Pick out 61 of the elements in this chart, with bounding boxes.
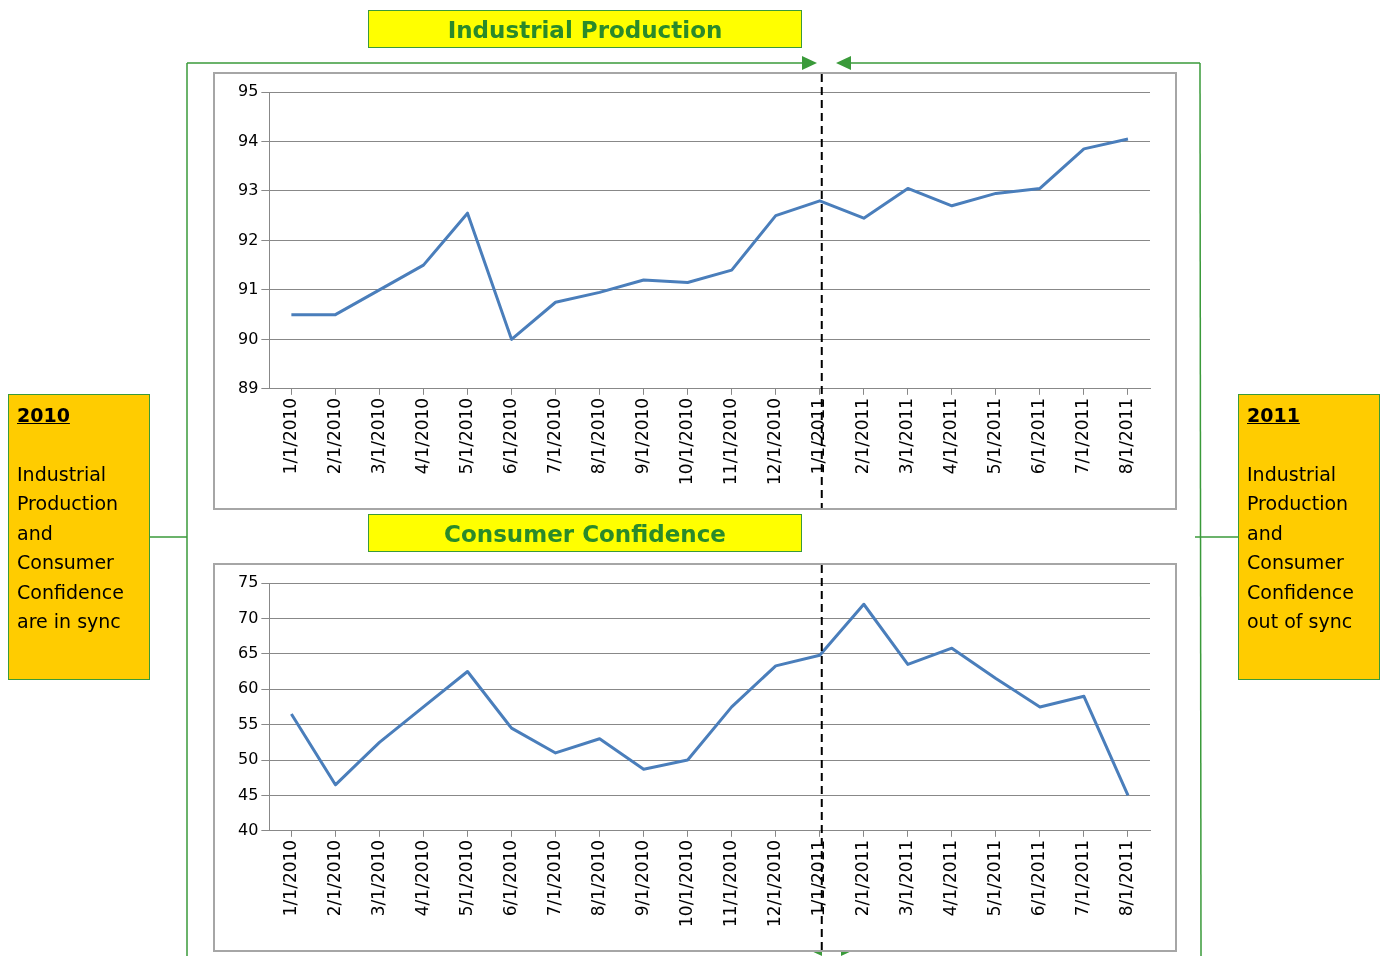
x-tick-label: 1/1/2010 xyxy=(279,839,300,917)
x-tick-label: 1/1/2010 xyxy=(279,397,300,475)
x-tick-label: 10/1/2010 xyxy=(676,839,697,928)
x-tick-label: 12/1/2010 xyxy=(764,397,785,486)
y-tick-label: 95 xyxy=(238,81,259,101)
x-tick-label: 9/1/2010 xyxy=(632,397,653,475)
text: 2011 xyxy=(1247,403,1301,428)
x-tick-label: 8/1/2010 xyxy=(588,839,609,917)
x-tick-label: 5/1/2010 xyxy=(455,839,476,917)
x-tick-label: 9/1/2010 xyxy=(632,839,653,917)
x-tick-label: 11/1/2010 xyxy=(720,839,741,928)
x-tick-label: 4/1/2011 xyxy=(940,839,961,917)
x-tick-label: 1/1/2011 xyxy=(808,397,829,475)
x-tick-label: 8/1/2011 xyxy=(1116,397,1137,475)
x-tick-label: 3/1/2010 xyxy=(367,397,388,475)
x-tick-label: 3/1/2011 xyxy=(896,397,917,475)
x-tick-label: 2/1/2011 xyxy=(852,839,873,917)
x-tick-label: 7/1/2010 xyxy=(543,839,564,917)
y-tick-label: 70 xyxy=(238,607,259,627)
x-tick-label: 3/1/2010 xyxy=(367,839,388,917)
x-tick-label: 7/1/2011 xyxy=(1072,839,1093,917)
x-tick-label: 7/1/2011 xyxy=(1072,397,1093,475)
x-tick-label: 4/1/2010 xyxy=(411,397,432,475)
x-tick-label: 12/1/2010 xyxy=(764,839,785,928)
y-tick-label: 93 xyxy=(238,180,259,200)
x-tick-label: 6/1/2011 xyxy=(1028,397,1049,475)
y-tick-label: 60 xyxy=(238,678,259,698)
x-tick-label: 10/1/2010 xyxy=(676,397,697,486)
y-tick-label: 45 xyxy=(238,784,259,804)
x-tick-label: 6/1/2011 xyxy=(1028,839,1049,917)
x-tick-label: 2/1/2011 xyxy=(852,397,873,475)
chart-title: Industrial Production xyxy=(368,10,802,48)
x-tick-label: 7/1/2010 xyxy=(543,397,564,475)
y-tick-label: 90 xyxy=(238,328,259,348)
y-tick-label: 40 xyxy=(238,819,259,839)
x-tick-label: 6/1/2010 xyxy=(499,397,520,475)
y-tick-label: 89 xyxy=(238,377,259,397)
y-tick-label: 94 xyxy=(238,130,259,150)
x-tick-label: 4/1/2011 xyxy=(940,397,961,475)
y-tick-label: 92 xyxy=(238,229,259,249)
x-tick-label: 5/1/2011 xyxy=(984,839,1005,917)
text: Industrial Production and Consumer Confidence out of sync xyxy=(1247,462,1354,632)
y-tick-label: 50 xyxy=(238,749,259,769)
x-tick-label: 11/1/2010 xyxy=(720,397,741,486)
x-tick-label: 8/1/2011 xyxy=(1116,839,1137,917)
x-tick-label: 2/1/2010 xyxy=(323,397,344,475)
y-tick-label: 65 xyxy=(238,642,259,662)
x-tick-label: 5/1/2010 xyxy=(455,397,476,475)
x-tick-label: 4/1/2010 xyxy=(411,839,432,917)
y-tick-label: 91 xyxy=(238,279,259,299)
y-tick-label: 55 xyxy=(238,713,259,733)
x-tick-label: 3/1/2011 xyxy=(896,839,917,917)
y-tick-label: 75 xyxy=(238,572,259,592)
x-tick-label: 6/1/2010 xyxy=(499,839,520,917)
text: Industrial Production and Consumer Confidence are in sync xyxy=(17,462,124,632)
chart-title: Consumer Confidence xyxy=(368,514,802,552)
x-tick-label: 1/1/2011 xyxy=(808,839,829,917)
text: 2010 xyxy=(17,403,71,428)
x-tick-label: 5/1/2011 xyxy=(984,397,1005,475)
x-tick-label: 8/1/2010 xyxy=(588,397,609,475)
x-tick-label: 2/1/2010 xyxy=(323,839,344,917)
